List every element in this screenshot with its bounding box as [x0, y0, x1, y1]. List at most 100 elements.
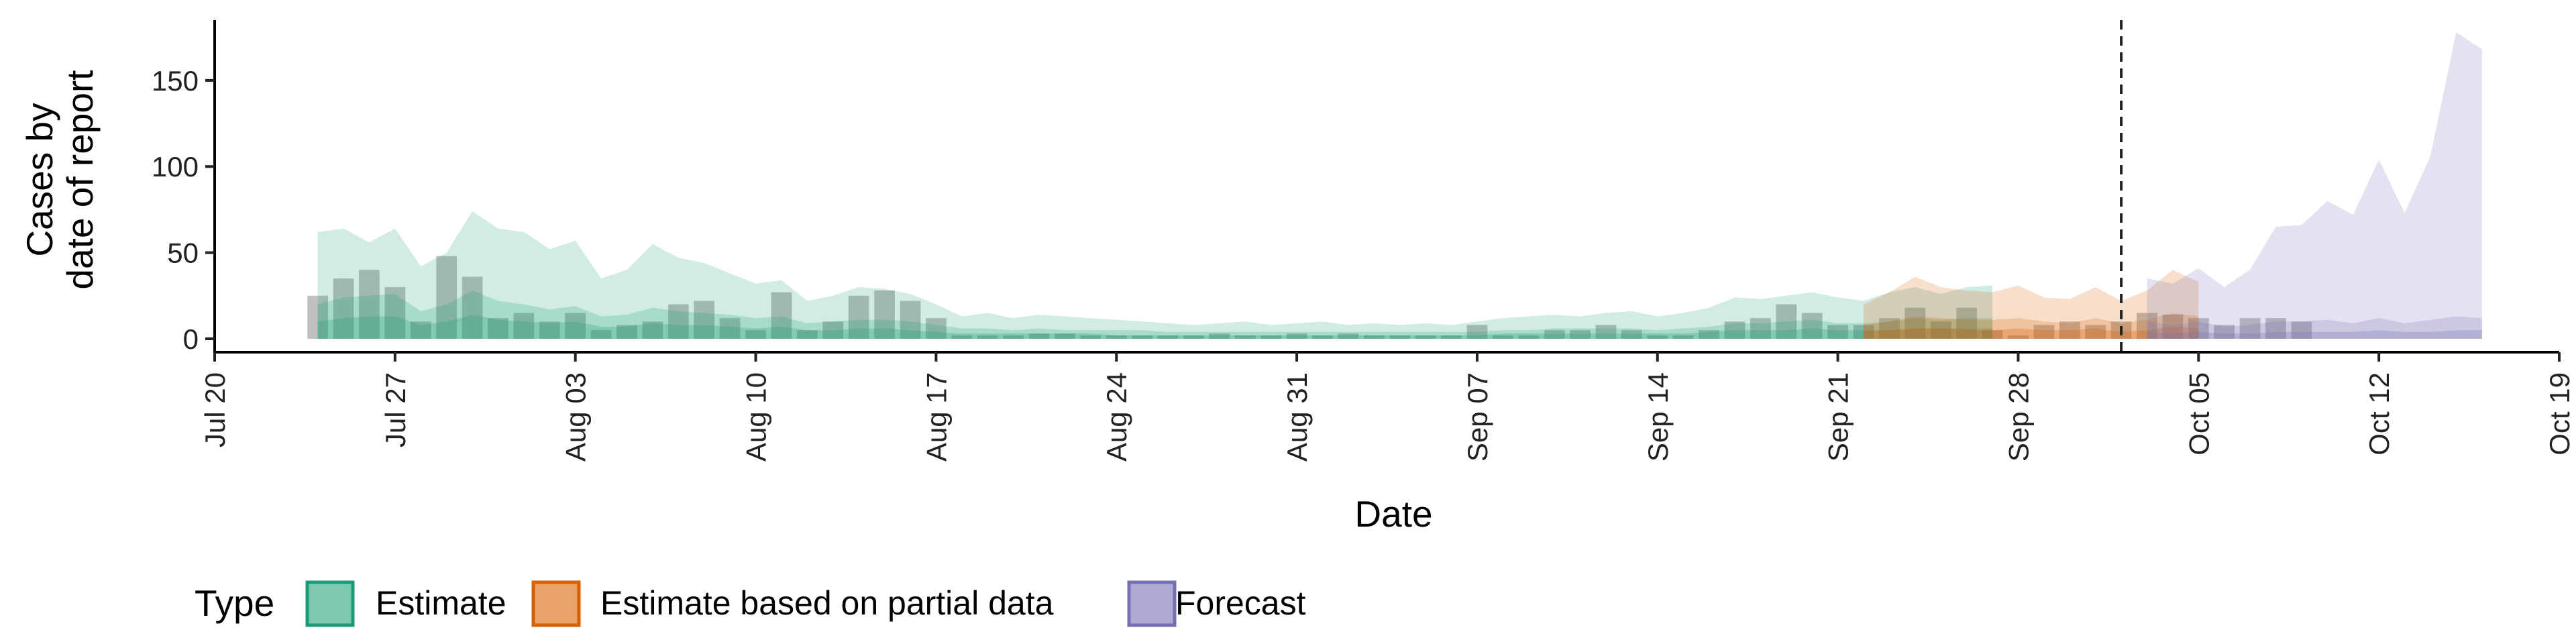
case-bar [1055, 333, 1075, 339]
estimate-based-on-partial-data-ribbon-90 [1864, 270, 2199, 339]
case-bar [2059, 321, 2080, 339]
case-bar [1312, 335, 1333, 339]
case-bar [796, 330, 818, 339]
case-bar [745, 330, 766, 339]
case-bar [667, 304, 689, 339]
axes: 0 50 100 150 Jul 20 Jul 27 Aug 03 Aug 10 Aug 17 A… [152, 20, 2575, 462]
estimate-based-on-partial-data-ribbon-50 [1864, 313, 2199, 339]
case-bar [1879, 318, 1900, 339]
case-bar [1570, 330, 1591, 339]
x-tick-label: Aug 24 [1101, 372, 1132, 462]
case-bar [2188, 318, 2209, 339]
y-axis-title-line2: date of report [59, 70, 101, 289]
legend-key-1 [305, 580, 355, 627]
legend-title: Type [195, 582, 274, 624]
case-bar [1363, 335, 1385, 339]
y-tick-label: 0 [183, 323, 199, 355]
x-tick-label: Oct 12 [2363, 372, 2395, 455]
case-bar [1106, 335, 1127, 339]
x-tick-label: Oct 19 [2544, 372, 2575, 455]
case-bar [1853, 325, 1874, 339]
forecast-ribbon-50 [2147, 316, 2482, 339]
case-bar [719, 318, 741, 339]
y-tick-label: 50 [167, 237, 199, 269]
case-bar [1234, 335, 1256, 339]
case-bar [977, 335, 998, 339]
case-bar [1672, 335, 1694, 339]
estimate-ribbon-90 [317, 211, 1993, 339]
case-bar [1750, 318, 1771, 339]
x-tick-label: Sep 14 [1642, 372, 1674, 462]
case-bar [1389, 335, 1411, 339]
case-bar [1904, 307, 1926, 339]
case-bar [1183, 335, 1204, 339]
case-bar [590, 330, 612, 339]
estimate-based-on-partial-data-ribbon-20 [1864, 327, 2199, 339]
legend-label-2: Estimate based on partial data [600, 584, 1054, 622]
case-bar [1827, 325, 1848, 339]
case-bar [951, 335, 973, 339]
x-tick-label: Aug 10 [741, 372, 772, 462]
case-bar [694, 301, 715, 339]
case-bar [436, 256, 458, 339]
case-bar [926, 318, 947, 339]
case-bar [1260, 335, 1282, 339]
case-bar [1157, 335, 1179, 339]
case-bar [1518, 335, 1540, 339]
case-bar [410, 321, 431, 339]
x-tick-label: Sep 21 [1823, 372, 1854, 462]
x-tick-label: Oct 05 [2183, 372, 2214, 455]
case-bar [900, 301, 921, 339]
case-bar [539, 321, 560, 339]
x-tick-label: Aug 31 [1281, 372, 1313, 462]
x-tick-label: Jul 27 [380, 372, 411, 447]
y-tick-label: 100 [152, 151, 199, 182]
case-bar [1801, 313, 1823, 339]
estimate-ribbon-50 [317, 290, 1993, 339]
x-tick-label: Sep 07 [1462, 372, 1493, 462]
case-bar [462, 276, 483, 339]
case-bar [488, 318, 508, 339]
x-axis-title: Date [1354, 493, 1432, 535]
case-bar [307, 295, 328, 339]
case-bar [616, 325, 637, 339]
case-bar [2291, 321, 2312, 339]
y-axis-title-line1: Cases by [19, 103, 60, 257]
case-bar [359, 270, 380, 339]
legend-key-2 [531, 580, 581, 627]
case-bar [1028, 333, 1050, 339]
x-tick-label: Aug 17 [920, 372, 952, 462]
case-bar [874, 290, 895, 339]
case-bar [513, 313, 535, 339]
case-bar [2265, 318, 2286, 339]
case-bar [1415, 335, 1436, 339]
case-bar [2239, 318, 2261, 339]
case-bar [1080, 335, 1102, 339]
case-bar [1003, 335, 1024, 339]
case-bar [1492, 335, 1513, 339]
case-bar [1595, 325, 1617, 339]
case-bar [822, 321, 844, 339]
forecast-ribbon-90 [2147, 32, 2482, 339]
case-bar [1724, 321, 1746, 339]
ribbon-layer [317, 32, 2482, 339]
case-bar [1930, 321, 1951, 339]
case-bar [1647, 335, 1668, 339]
case-bar [1338, 333, 1359, 339]
case-bar [2137, 313, 2157, 339]
case-bar [1621, 330, 1642, 339]
case-bar [771, 292, 792, 339]
case-bar [384, 286, 406, 339]
x-tick-label: Aug 03 [560, 372, 592, 462]
case-bar [1286, 333, 1307, 339]
case-bar [1982, 330, 2003, 339]
case-bar [333, 278, 354, 339]
case-bar [848, 295, 869, 339]
y-tick-label: 150 [152, 65, 199, 97]
case-bar [2214, 325, 2235, 339]
case-bar [1209, 333, 1230, 339]
case-bar [2033, 325, 2055, 339]
case-bar [1699, 330, 1719, 339]
case-bar [1956, 307, 1978, 339]
